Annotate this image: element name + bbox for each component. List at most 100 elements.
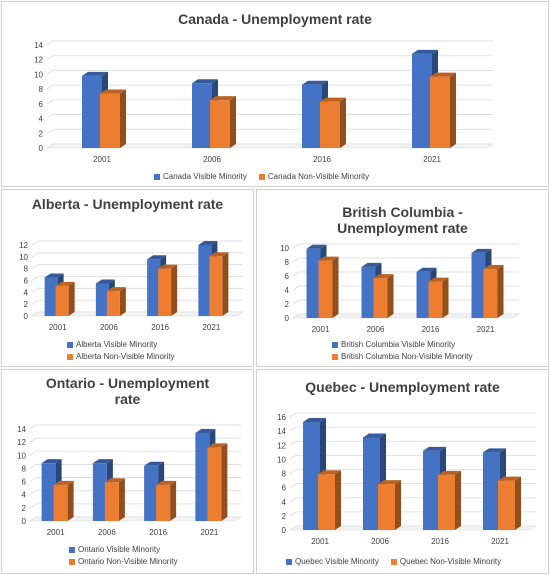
y-tick-label: 10 xyxy=(277,455,286,464)
bar xyxy=(100,89,126,148)
bar-front xyxy=(428,281,443,318)
y-tick-label: 2 xyxy=(39,129,44,138)
bar-front xyxy=(303,421,320,530)
bar-front xyxy=(198,245,212,316)
legend-label-visible: Quebec Visible Minority xyxy=(295,557,379,566)
bar xyxy=(378,480,401,530)
y-tick-label: 6 xyxy=(22,478,27,487)
gridline-diagonal xyxy=(46,70,54,75)
y-tick-label: 6 xyxy=(285,272,290,281)
x-tick-label: 2016 xyxy=(422,325,440,334)
bar-side xyxy=(119,287,126,316)
x-tick-label: 2001 xyxy=(93,155,111,164)
bar-front xyxy=(378,484,395,530)
bar xyxy=(209,252,229,316)
bar-side xyxy=(118,478,125,521)
bar xyxy=(430,72,456,148)
bar-top xyxy=(156,480,177,485)
chart-title: Canada - Unemployment rate xyxy=(178,11,372,27)
bar-top xyxy=(416,267,437,272)
bar-top xyxy=(438,470,461,475)
gridline-diagonal xyxy=(31,288,39,293)
y-tick-label: 4 xyxy=(285,286,290,295)
bar-front xyxy=(195,432,210,521)
chart-legend: Ontario Visible Minority Ontario Non-Vis… xyxy=(69,545,177,569)
gridline-diagonal xyxy=(46,55,54,61)
bar-front xyxy=(104,482,119,521)
y-tick-label: 12 xyxy=(277,441,286,450)
bar-top xyxy=(412,49,438,54)
chart-title: Quebec - Unemployment rate xyxy=(305,379,500,395)
bar-front xyxy=(361,266,376,318)
bar-top xyxy=(306,244,327,249)
bar-top xyxy=(55,281,75,286)
gridline-diagonal xyxy=(289,412,297,418)
y-tick-label: 4 xyxy=(282,498,287,507)
bar-front xyxy=(41,463,56,521)
bar-side xyxy=(387,274,394,318)
bar-top xyxy=(483,265,504,269)
bar-front xyxy=(373,278,388,318)
legend-item-visible: Alberta Visible Minority xyxy=(67,340,175,349)
chart-panel-british-columbia: British Columbia - Unemployment rate 0 2 4… xyxy=(256,189,549,367)
bar-front xyxy=(100,93,120,148)
bar-front xyxy=(53,484,68,521)
gridline-diagonal xyxy=(31,299,39,305)
y-tick-label: 2 xyxy=(282,512,287,521)
y-tick-label: 12 xyxy=(17,438,26,447)
gridline-diagonal xyxy=(46,40,54,46)
gridline-diagonal xyxy=(46,84,54,90)
bar-top xyxy=(158,264,178,269)
gridline-diagonal xyxy=(292,257,300,263)
bar-top xyxy=(147,255,167,260)
bar-front xyxy=(106,291,120,316)
chart-plot: 0 2 4 6 8 10 2001 2006 2016 2021 xyxy=(280,243,520,334)
bar xyxy=(156,480,177,521)
bar-side xyxy=(230,96,236,148)
bar xyxy=(207,443,228,521)
legend-item-non-visible: Canada Non-Visible Minority xyxy=(258,172,370,181)
gridline-diagonal xyxy=(29,477,37,482)
bar-top xyxy=(318,256,339,261)
chart-plot: 0 2 4 6 8 10 12 14 2001 2006 2016 2021 xyxy=(17,424,242,537)
legend-label-visible: Alberta Visible Minority xyxy=(76,340,158,349)
gridline-diagonal xyxy=(289,497,297,503)
bar-front xyxy=(302,84,322,148)
gridline-diagonal xyxy=(292,243,300,249)
bar-front xyxy=(55,285,69,316)
gridline-diagonal xyxy=(29,490,37,496)
gridline-diagonal xyxy=(46,114,54,119)
y-tick-label: 10 xyxy=(280,244,289,253)
bar-front xyxy=(430,76,450,148)
bar-side xyxy=(455,470,461,530)
bar-top xyxy=(363,433,386,438)
legend-swatch-visible xyxy=(332,341,338,348)
y-tick-label: 4 xyxy=(39,115,44,124)
y-tick-label: 8 xyxy=(22,464,27,473)
bar-front xyxy=(207,447,222,521)
bar-front xyxy=(306,248,321,318)
x-tick-label: 2021 xyxy=(423,155,441,164)
chart-panel-quebec: Quebec - Unemployment rate 0 2 4 6 8 10 12 14 16… xyxy=(256,369,549,574)
legend-label-non-visible: Canada Non-Visible Minority xyxy=(267,172,370,181)
gridline-diagonal xyxy=(289,469,297,474)
legend-swatch-non-visible xyxy=(67,353,73,360)
gridline-diagonal xyxy=(46,99,54,105)
y-tick-label: 12 xyxy=(34,56,43,65)
bar-side xyxy=(450,72,456,148)
legend-swatch-non-visible xyxy=(69,558,75,565)
y-tick-label: 14 xyxy=(34,41,43,50)
legend-swatch-visible xyxy=(286,558,292,565)
bar xyxy=(483,265,504,318)
bar-front xyxy=(209,256,223,316)
bar-side xyxy=(442,277,449,318)
chart-legend: Alberta Visible Minority Alberta Non-Vis… xyxy=(67,340,175,364)
bar-top xyxy=(106,287,126,292)
y-tick-label: 6 xyxy=(24,277,29,286)
bar-side xyxy=(120,89,126,148)
bar-front xyxy=(95,283,109,316)
chart-panel-ontario: Ontario - Unemployment rate 0 2 4 6 8 10 12 14 2… xyxy=(1,369,254,574)
y-tick-label: 0 xyxy=(24,312,29,321)
x-tick-label: 2006 xyxy=(371,537,389,546)
x-tick-label: 2021 xyxy=(200,528,218,537)
